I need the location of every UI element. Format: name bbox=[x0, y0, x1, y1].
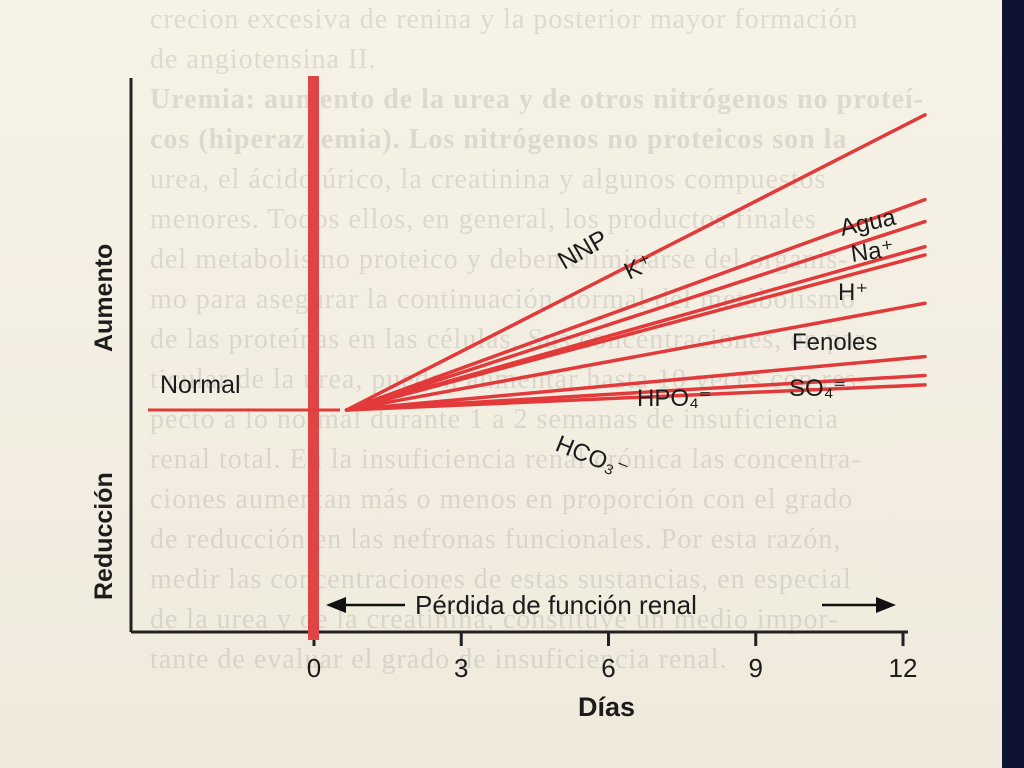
background-text-line: medir las concentraciones de estas susta… bbox=[150, 564, 852, 595]
x-tick-label: 9 bbox=[749, 653, 763, 683]
background-text-line: mo para asegurar la continuación normal … bbox=[150, 284, 856, 315]
series-line bbox=[344, 354, 927, 412]
background-text-line: del metabolismo proteico y deben elimina… bbox=[150, 244, 849, 275]
arrow-right-head bbox=[876, 597, 896, 613]
y-label-top: Aumento bbox=[90, 244, 118, 352]
x-tick-label: 3 bbox=[454, 653, 468, 683]
right-border bbox=[1002, 0, 1024, 768]
series-label-so4: SO₄⁼ bbox=[789, 375, 846, 402]
background-text-line: menores. Todos ellos, en general, los pr… bbox=[150, 204, 817, 235]
x-tick-label: 12 bbox=[889, 653, 918, 683]
arrow-left-head bbox=[326, 597, 346, 613]
series-label-hco3: HCO₃⁻ bbox=[552, 431, 632, 484]
renal-loss-arrow: Pérdida de función renal bbox=[326, 590, 896, 620]
background-text-line: tante de evaluar el grado de insuficienc… bbox=[150, 644, 728, 675]
page-background bbox=[0, 0, 1002, 768]
x-tick-label: 0 bbox=[307, 653, 321, 683]
background-text-line: de la urea y de la creatinina, constituy… bbox=[150, 604, 839, 635]
series-line bbox=[344, 197, 927, 412]
background-text-line: Uremia: aumento de la urea y de otros ni… bbox=[150, 84, 924, 115]
background-text-line: renal total. En la insuficiencia renal c… bbox=[150, 444, 862, 475]
y-label-bottom: Reducción bbox=[90, 472, 118, 600]
normal-label: Normal bbox=[160, 371, 241, 399]
series-line bbox=[344, 113, 927, 412]
vertical-red-bar bbox=[308, 76, 319, 640]
background-text-line: cos (hiperazoemia). Los nitrógenos no pr… bbox=[150, 124, 848, 155]
background-text: crecion excesiva de renina y la posterio… bbox=[150, 0, 1000, 680]
arrow-label: Pérdida de función renal bbox=[415, 590, 697, 620]
series-label-na: Na⁺ bbox=[849, 235, 896, 268]
background-text-line: de angiotensina II. bbox=[150, 44, 377, 75]
chart: 0 3 6 9 12 Normal Aumento Reducción Días Pér… bbox=[90, 76, 927, 722]
series-line bbox=[344, 253, 927, 412]
series-label-hpo4: HPO₄⁼ bbox=[637, 385, 711, 412]
x-axis-label: Días bbox=[578, 692, 635, 722]
series-label-nnp: NNP bbox=[553, 225, 613, 276]
background-text-line: de reducción en las nefronas funcionales… bbox=[150, 524, 842, 555]
series-line bbox=[344, 219, 927, 412]
series-line bbox=[344, 383, 927, 412]
series-label-fenoles: Fenoles bbox=[792, 329, 877, 356]
series-line bbox=[344, 301, 927, 412]
background-text-line: crecion excesiva de renina y la posterio… bbox=[150, 4, 859, 35]
x-tick-label: 6 bbox=[601, 653, 615, 683]
background-text-line: ciones aumentan más o menos en proporció… bbox=[150, 484, 854, 515]
series-label-h: H⁺ bbox=[838, 279, 868, 306]
